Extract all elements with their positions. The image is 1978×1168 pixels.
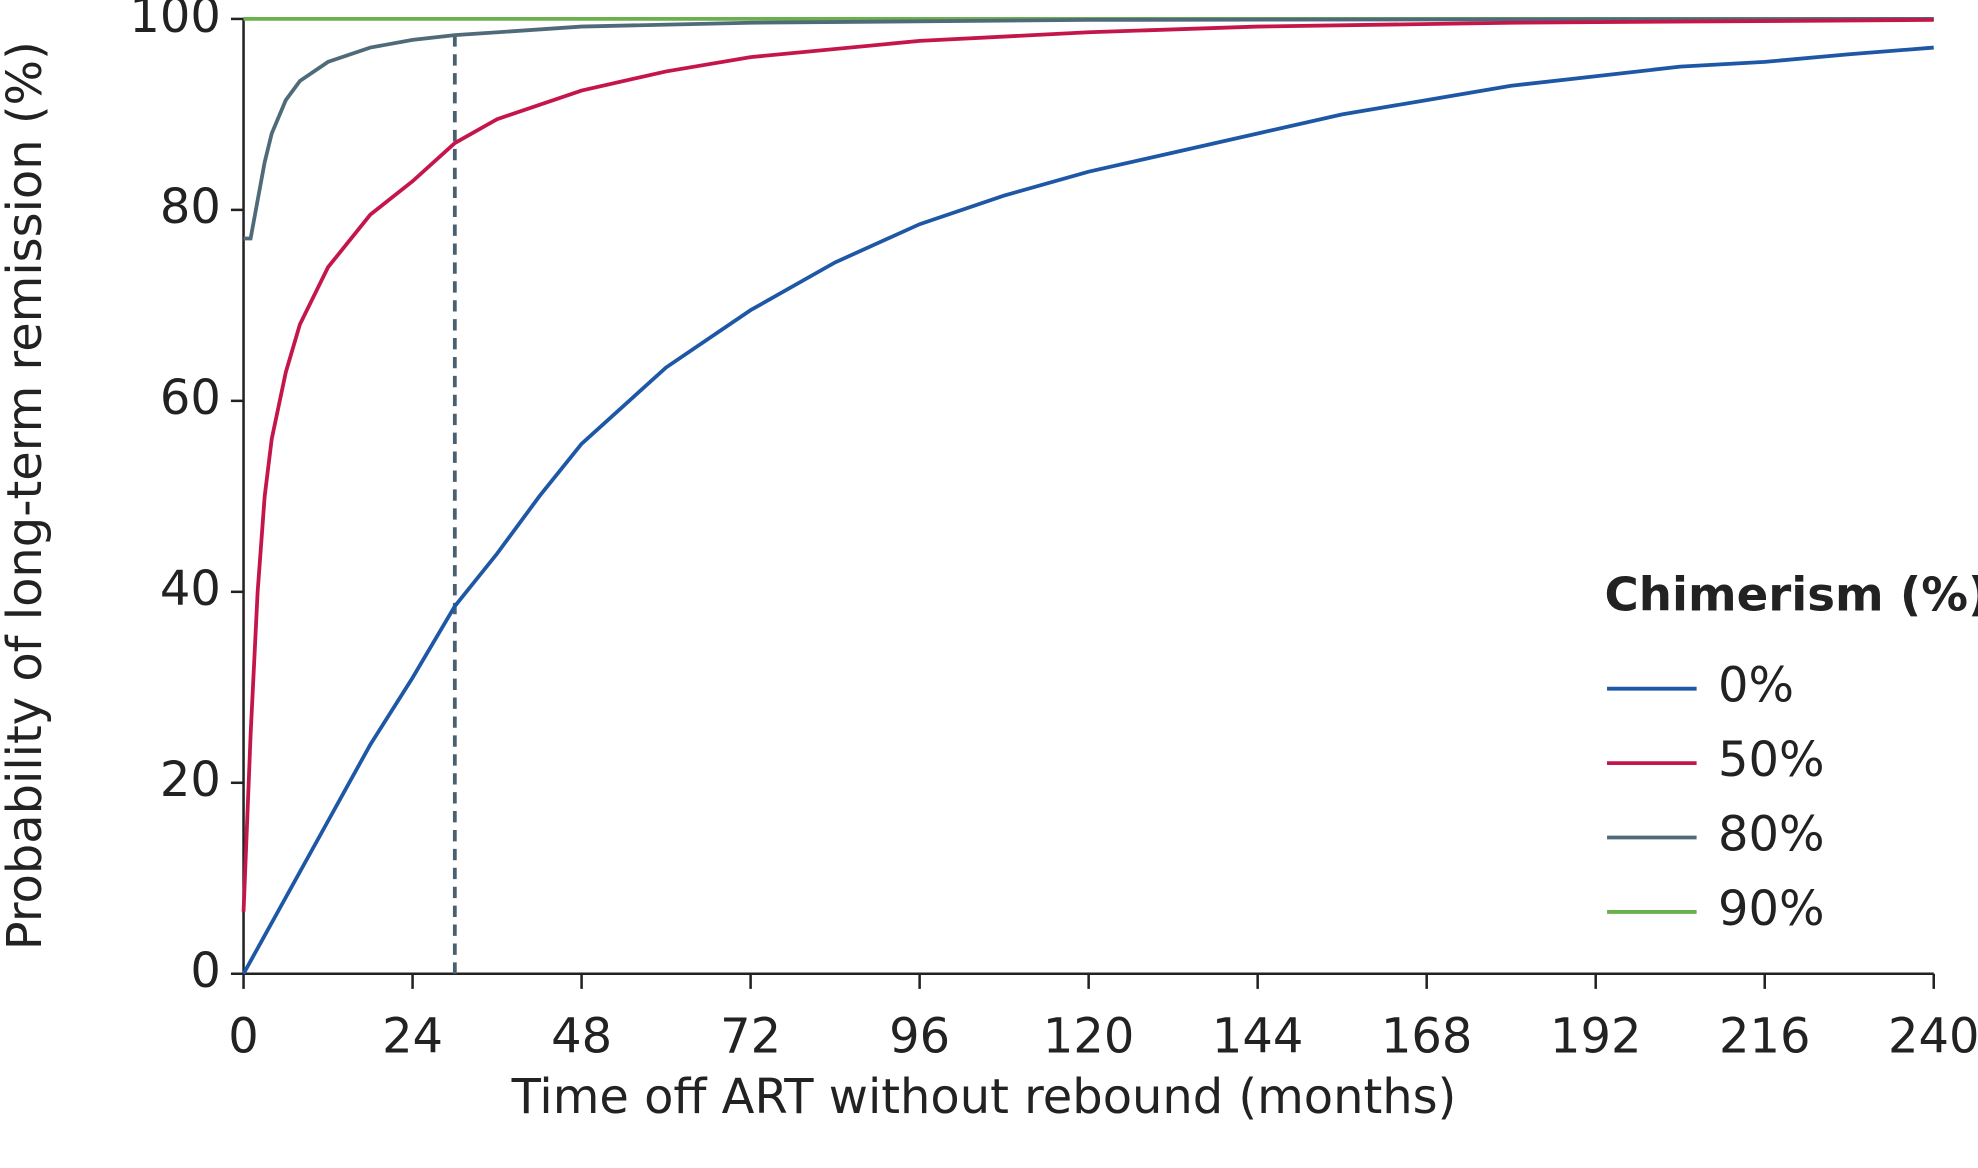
legend-label: 80% xyxy=(1718,808,1825,863)
y-axis-label: Probability of long-term remission (%) xyxy=(0,41,53,950)
x-tick-label: 168 xyxy=(1381,1009,1472,1064)
x-tick-label: 72 xyxy=(720,1009,781,1064)
legend-title: Chimerism (%) xyxy=(1605,568,1978,622)
x-tick-label: 24 xyxy=(382,1009,443,1064)
series-line xyxy=(243,17,1934,241)
x-tick-label: 144 xyxy=(1212,1009,1303,1064)
legend-label: 0% xyxy=(1718,659,1794,714)
x-tick-label: 96 xyxy=(889,1009,950,1064)
series-line xyxy=(241,45,1934,975)
x-tick-label: 192 xyxy=(1550,1009,1641,1064)
series-line xyxy=(241,17,1934,912)
y-tick-label: 100 xyxy=(129,0,220,44)
y-tick-label: 40 xyxy=(160,562,221,617)
y-tick-label: 0 xyxy=(190,944,221,999)
x-tick-label: 0 xyxy=(228,1009,259,1064)
x-tick-label: 240 xyxy=(1888,1009,1978,1064)
x-axis-label: Time off ART without rebound (months) xyxy=(511,1070,1457,1125)
y-tick-label: 80 xyxy=(160,180,221,235)
y-tick-label: 60 xyxy=(160,371,221,426)
x-tick-label: 216 xyxy=(1719,1009,1810,1064)
y-tick-label: 20 xyxy=(160,753,221,808)
legend-label: 50% xyxy=(1718,733,1825,788)
legend-label: 90% xyxy=(1718,882,1825,937)
x-tick-label: 120 xyxy=(1043,1009,1134,1064)
x-tick-label: 48 xyxy=(551,1009,612,1064)
